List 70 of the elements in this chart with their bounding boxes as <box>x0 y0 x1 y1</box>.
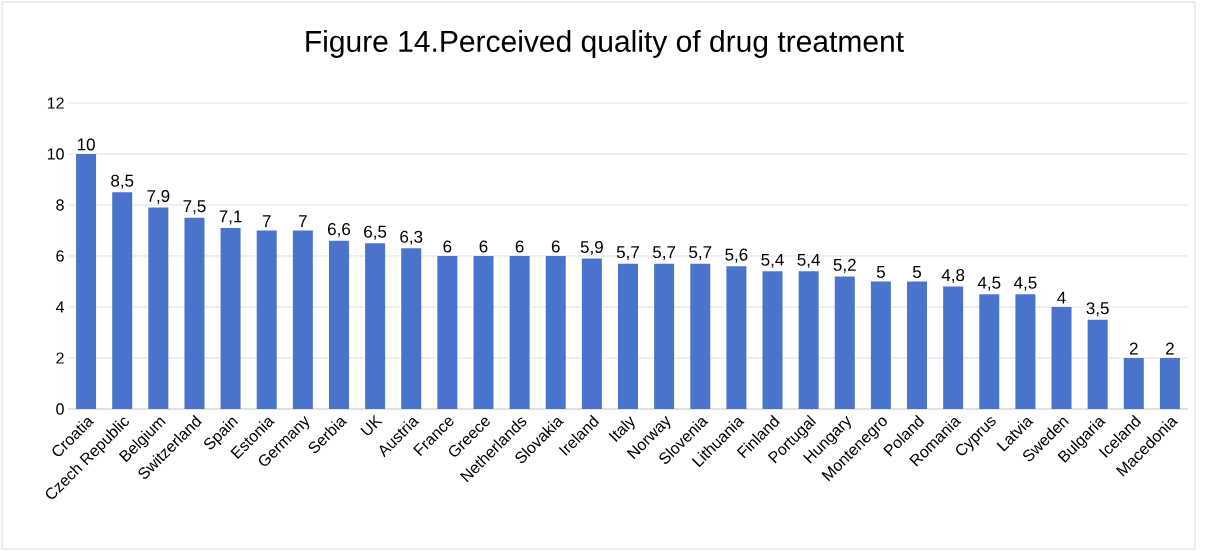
bar <box>1159 357 1180 409</box>
data-label: 4,5 <box>1013 276 1037 291</box>
chart-title: Figure 14.Perceived quality of drug treatment <box>306 30 904 58</box>
data-label: 6 <box>479 240 488 253</box>
y-tick-label: 6 <box>56 250 64 262</box>
data-label: 4,5 <box>977 276 1001 291</box>
y-tick-label: 4 <box>55 301 64 313</box>
bar <box>979 294 1000 409</box>
data-label: 7,1 <box>219 210 242 225</box>
bar <box>437 255 458 409</box>
bar <box>907 281 928 409</box>
bar <box>292 230 313 409</box>
data-label: 7 <box>262 215 271 227</box>
y-tick-label: 2 <box>56 352 64 364</box>
bar <box>1051 306 1072 409</box>
y-tick-label: 10 <box>47 148 64 160</box>
bar <box>256 230 277 409</box>
y-tick-label: 8 <box>56 199 64 211</box>
bar <box>112 192 133 409</box>
bar <box>509 255 530 409</box>
data-label: 4 <box>1057 291 1066 304</box>
bar <box>798 271 819 409</box>
data-label: 7,9 <box>147 189 170 205</box>
bar <box>1123 357 1144 409</box>
bar <box>654 263 675 409</box>
data-label: 5,7 <box>652 246 676 261</box>
data-label: 5,2 <box>833 258 856 273</box>
bar <box>1087 319 1108 409</box>
bar <box>76 153 97 409</box>
bar <box>870 281 891 409</box>
data-label: 5 <box>912 266 922 278</box>
bar <box>617 263 638 409</box>
bar <box>1015 294 1036 409</box>
bar <box>834 276 855 409</box>
data-label: 5,4 <box>797 253 820 268</box>
y-tick-label: 0 <box>56 403 64 415</box>
bar <box>545 255 566 409</box>
data-label: 4,8 <box>941 269 965 284</box>
bar <box>762 271 783 409</box>
data-label: 8,5 <box>111 174 134 189</box>
data-label: 5,7 <box>616 246 639 261</box>
data-label: 5,4 <box>761 253 784 268</box>
y-tick-label: 12 <box>47 97 64 109</box>
data-label: 3,5 <box>1086 302 1109 317</box>
data-label: 6 <box>551 240 560 253</box>
bar <box>473 255 494 409</box>
data-label: 5,7 <box>689 246 712 261</box>
bar <box>328 240 349 409</box>
bar <box>148 207 169 409</box>
bar <box>943 286 964 409</box>
data-label: 5 <box>876 266 885 278</box>
data-label: 6,5 <box>364 225 387 240</box>
data-label: 6,6 <box>328 223 351 238</box>
data-label: 2 <box>1129 342 1138 355</box>
data-label: 5,6 <box>725 248 748 263</box>
data-label: 5,9 <box>580 240 603 256</box>
bar <box>365 243 386 409</box>
data-label: 10 <box>77 138 95 151</box>
data-label: 6 <box>443 240 452 253</box>
data-label: 6 <box>515 240 524 253</box>
bar <box>726 266 747 409</box>
bar <box>220 227 241 409</box>
data-label: 7,5 <box>183 200 206 215</box>
data-label: 7 <box>299 215 307 227</box>
bar <box>581 258 602 409</box>
data-label: 6,3 <box>400 230 423 245</box>
data-label: 2 <box>1166 342 1174 355</box>
bar <box>690 263 711 409</box>
bar <box>401 248 422 409</box>
bar <box>184 217 205 409</box>
